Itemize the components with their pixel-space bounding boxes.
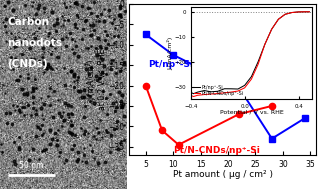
Text: Carbon: Carbon	[8, 17, 49, 27]
Y-axis label: J (mA/cm²)
at 0.2 V vs. RHE: J (mA/cm²) at 0.2 V vs. RHE	[87, 49, 107, 110]
Text: nanodots: nanodots	[8, 38, 63, 48]
Text: (CNDs): (CNDs)	[8, 59, 48, 69]
X-axis label: Pt amount ( μg / cm² ): Pt amount ( μg / cm² )	[173, 170, 272, 179]
Text: Pt/N-CNDs/np⁺-Si: Pt/N-CNDs/np⁺-Si	[173, 146, 260, 155]
Text: Pt/np⁺-Si: Pt/np⁺-Si	[148, 60, 194, 69]
Text: 50 nm: 50 nm	[19, 161, 44, 170]
